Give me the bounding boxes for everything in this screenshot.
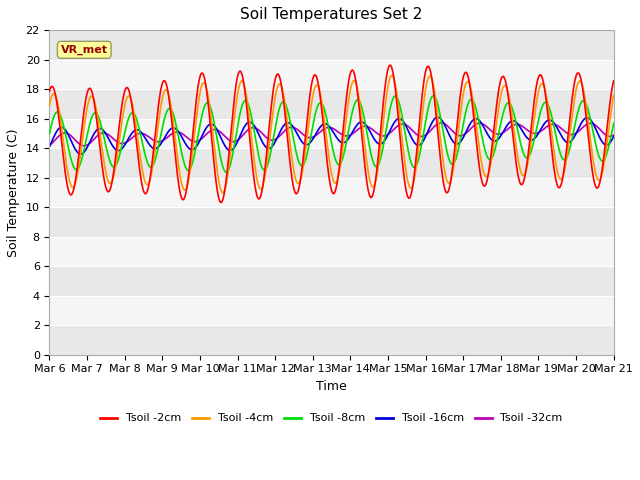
Text: VR_met: VR_met bbox=[61, 45, 108, 55]
Bar bbox=[49, 237, 614, 266]
Bar bbox=[49, 296, 614, 325]
Bar bbox=[49, 119, 614, 148]
Bar bbox=[49, 207, 614, 237]
Title: Soil Temperatures Set 2: Soil Temperatures Set 2 bbox=[241, 7, 423, 22]
Bar bbox=[49, 60, 614, 89]
Bar bbox=[49, 89, 614, 119]
Legend: Tsoil -2cm, Tsoil -4cm, Tsoil -8cm, Tsoil -16cm, Tsoil -32cm: Tsoil -2cm, Tsoil -4cm, Tsoil -8cm, Tsoi… bbox=[96, 409, 567, 428]
Y-axis label: Soil Temperature (C): Soil Temperature (C) bbox=[7, 128, 20, 257]
Bar bbox=[49, 30, 614, 60]
Bar bbox=[49, 178, 614, 207]
X-axis label: Time: Time bbox=[316, 380, 347, 393]
Bar bbox=[49, 325, 614, 355]
Bar bbox=[49, 266, 614, 296]
Bar bbox=[49, 148, 614, 178]
